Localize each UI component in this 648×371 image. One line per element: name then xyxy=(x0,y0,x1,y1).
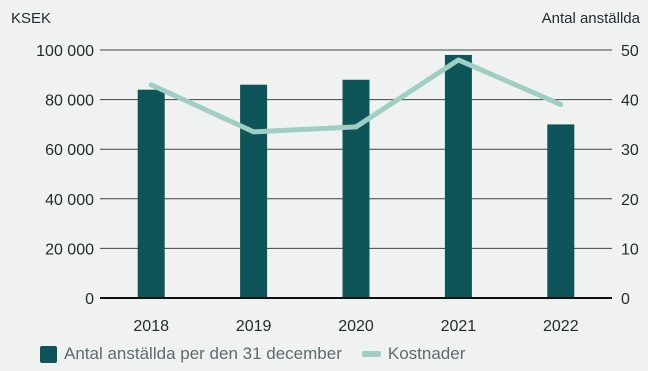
bar-2021 xyxy=(444,54,472,299)
right-tick-label: 0 xyxy=(621,291,630,308)
left-tick-label: 0 xyxy=(85,291,94,308)
right-tick-label: 30 xyxy=(621,142,639,159)
legend-item-bar: Antal anställda per den 31 december xyxy=(40,344,342,364)
legend-label-bar: Antal anställda per den 31 december xyxy=(64,344,342,363)
line-series-kostnader xyxy=(148,57,564,135)
left-axis-unit-label: KSEK xyxy=(11,10,51,27)
left-tick-label: 20 000 xyxy=(45,241,94,258)
x-tick-label-2020: 2020 xyxy=(338,318,374,335)
right-tick-label: 50 xyxy=(621,43,639,60)
x-tick-label-2018: 2018 xyxy=(133,318,169,335)
left-tick-label: 60 000 xyxy=(45,142,94,159)
right-tick-label: 10 xyxy=(621,241,639,258)
legend-swatch-bar xyxy=(40,345,57,363)
bar-2019 xyxy=(240,84,268,298)
bar-2020 xyxy=(342,79,370,298)
bar-2018 xyxy=(137,89,165,299)
left-tick-label: 80 000 xyxy=(45,93,94,110)
x-tick-label-2022: 2022 xyxy=(543,318,579,335)
legend-label-line: Kostnader xyxy=(387,344,466,363)
right-tick-label: 20 xyxy=(621,192,639,209)
bar-2022 xyxy=(547,124,575,299)
x-tick-label-2019: 2019 xyxy=(236,318,272,335)
chart-svg: KSEK Antal anställda 0 20 000 40 000 60 000 80… xyxy=(11,10,641,335)
left-tick-label: 40 000 xyxy=(45,192,94,209)
left-tick-label: 100 000 xyxy=(36,43,94,60)
x-tick-label-2021: 2021 xyxy=(441,318,477,335)
legend-item-line: Kostnader xyxy=(352,344,466,364)
right-axis-unit-label: Antal anställda xyxy=(542,10,641,27)
right-tick-label: 40 xyxy=(621,93,639,110)
chart-legend: Antal anställda per den 31 december Kost… xyxy=(40,344,465,364)
legend-swatch-line xyxy=(361,351,381,357)
